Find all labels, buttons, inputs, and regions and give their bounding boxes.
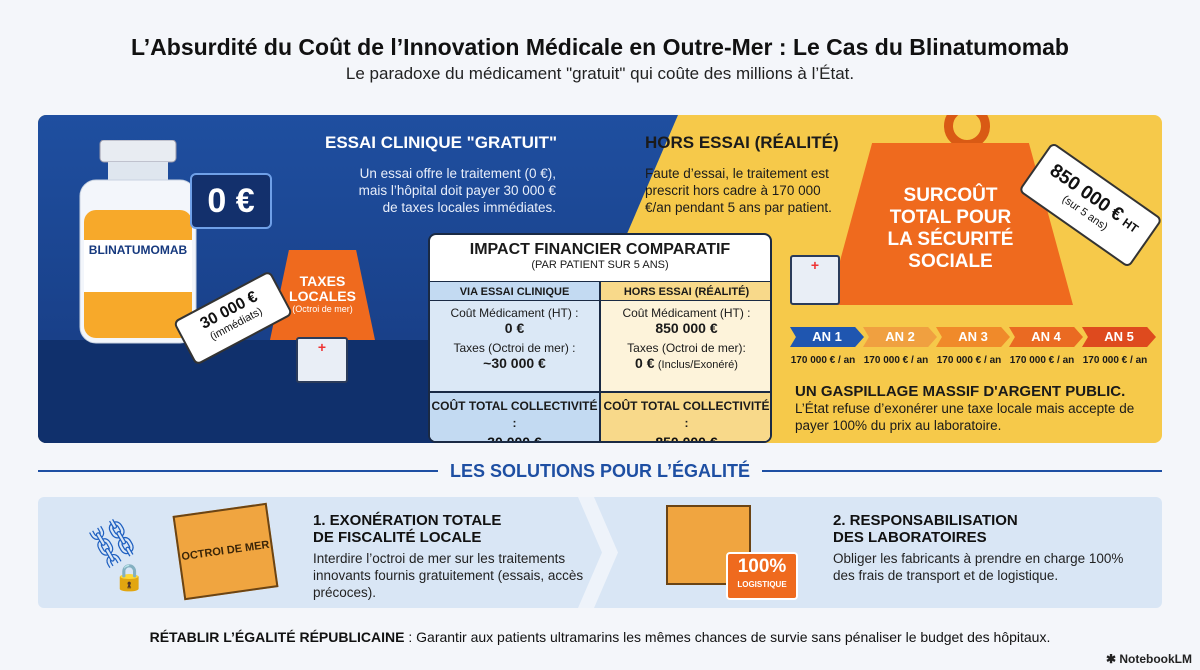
waste-text: L’État refuse d’exonérer une taxe locale…	[795, 401, 1135, 433]
trial-text-line: mais l’hôpital doit payer 30 000 €	[358, 183, 556, 198]
trial-text-line: Un essai offre le traitement (0 €),	[359, 166, 556, 181]
cell-value: ~30 000 €	[483, 355, 546, 371]
total-value: 30 000 €	[487, 434, 542, 443]
solutions-title: LES SOLUTIONS POUR L’ÉGALITÉ	[449, 461, 751, 481]
trial-heading: ESSAI CLINIQUE "GRATUIT"	[325, 133, 558, 152]
year-arrow: AN 5	[1082, 327, 1156, 347]
total-cell: COÛT TOTAL COLLECTIVITÉ : 30 000 €	[430, 391, 599, 441]
year-cost: 170 000 € / an	[863, 355, 929, 366]
reality-text-line: prescrit hors cadre à 170 000	[645, 183, 821, 198]
cell-label: Taxes (Octroi de mer) :	[453, 341, 576, 355]
trial-text-line: de taxes locales immédiates.	[382, 200, 556, 215]
solution-text: Interdire l’octroi de mer sur les traite…	[313, 551, 584, 600]
table-subtitle: (PAR PATIENT SUR 5 ANS)	[531, 259, 669, 271]
year-cost: 170 000 € / an	[790, 355, 856, 366]
solution-title: 1. EXONÉRATION TOTALE	[313, 512, 502, 529]
table-header: IMPACT FINANCIER COMPARATIF (PAR PATIENT…	[430, 235, 770, 281]
cell-label: Coût Médicament (HT) :	[622, 306, 751, 320]
solution-title: 2. RESPONSABILISATION	[833, 512, 1018, 529]
cell-note: (Inclus/Exonéré)	[657, 359, 738, 371]
divider-left	[38, 470, 438, 472]
year-arrow: AN 1	[790, 327, 864, 347]
medicine-bottle-icon	[79, 140, 197, 344]
year-arrow: AN 2	[863, 327, 937, 347]
weight-text-line: SURCOÛT	[903, 185, 998, 206]
padlock-icon: 🔒	[113, 562, 146, 592]
total-cell: COÛT TOTAL COLLECTIVITÉ : 850 000 €	[601, 391, 770, 443]
brand-logo: ✱ NotebookLM	[1105, 652, 1192, 666]
page-title: L’Absurdité du Coût de l’Innovation Médi…	[131, 34, 1069, 60]
column-header: VIA ESSAI CLINIQUE	[430, 281, 599, 301]
weight-text-line: TOTAL POUR	[889, 207, 1012, 228]
footer-bold: RÉTABLIR L’ÉGALITÉ RÉPUBLICAINE	[149, 629, 405, 645]
cell-value: 850 000 €	[655, 320, 718, 336]
trial-text: Un essai offre le traitement (0 €), mais…	[308, 165, 556, 216]
year-cost: 170 000 € / an	[1009, 355, 1075, 366]
brand-name: NotebookLM	[1119, 652, 1192, 666]
reality-tag-unit: HT	[1119, 215, 1141, 236]
weight-text-line: SOCIALE	[908, 251, 993, 272]
bottle-label: BLINATUMOMAB	[88, 243, 188, 257]
year-cost: 170 000 € / an	[936, 355, 1002, 366]
drug-cost-cell: Coût Médicament (HT) :850 000 €	[601, 301, 770, 336]
reality-text-line: Faute d’essai, le traitement est	[645, 166, 829, 181]
tax-cell: Taxes (Octroi de mer): 0 € (Inclus/Exonér…	[601, 336, 770, 371]
solution-title: DE FISCALITÉ LOCALE	[313, 529, 482, 546]
box-icon: OCTROI DE MER	[172, 502, 279, 601]
tax-weight-title: TAXES LOCALES	[289, 273, 356, 304]
table-title: IMPACT FINANCIER COMPARATIF	[469, 241, 731, 258]
comparison-panel: BLINATUMOMAB 0 € ESSAI CLINIQUE "GRATUIT…	[38, 115, 1162, 443]
logistics-badge: 100% LOGISTIQUE	[726, 552, 798, 600]
year-arrow: AN 4	[1009, 327, 1083, 347]
comparison-table: IMPACT FINANCIER COMPARATIF (PAR PATIENT…	[428, 233, 772, 443]
box-label: OCTROI DE MER	[180, 538, 271, 564]
cell-value: 0 €	[635, 355, 655, 371]
column-header: HORS ESSAI (RÉALITÉ)	[601, 281, 770, 301]
trial-price: 0 €	[190, 173, 272, 229]
drug-cost-cell: Coût Médicament (HT) :0 €	[430, 301, 599, 336]
total-label: COÛT TOTAL COLLECTIVITÉ :	[431, 399, 598, 430]
solution-item-1: 1. EXONÉRATION TOTALE DE FISCALITÉ LOCAL…	[313, 512, 603, 601]
cell-value: 0 €	[504, 320, 525, 336]
solution-item-2: 2. RESPONSABILISATION DES LABORATOIRES O…	[833, 512, 1133, 584]
solution-text: Obliger les fabricants à prendre en char…	[833, 551, 1124, 583]
total-value: 850 000 €	[655, 434, 718, 443]
badge-percent: 100%	[737, 556, 787, 577]
waste-statement: UN GASPILLAGE MASSIF D'ARGENT PUBLIC. L’…	[795, 383, 1135, 434]
reality-text: Faute d’essai, le traitement est prescri…	[645, 165, 875, 216]
page-subtitle: Le paradoxe du médicament "gratuit" qui …	[345, 64, 855, 83]
year-cost: 170 000 € / an	[1082, 355, 1148, 366]
solution-title: DES LABORATOIRES	[833, 529, 987, 546]
year-arrow: AN 3	[936, 327, 1010, 347]
hospital-icon: +	[296, 337, 348, 383]
reality-heading: HORS ESSAI (RÉALITÉ)	[645, 133, 839, 152]
hospital-icon: +	[790, 255, 840, 305]
tax-weight-icon: TAXES LOCALES (Octroi de mer)	[270, 250, 375, 340]
total-label: COÛT TOTAL COLLECTIVITÉ :	[603, 399, 770, 430]
tax-cell: Taxes (Octroi de mer) : ~30 000 €	[430, 336, 599, 371]
divider-right	[762, 470, 1162, 472]
footer-text: : Garantir aux patients ultramarins les …	[404, 629, 1051, 645]
footer-statement: RÉTABLIR L’ÉGALITÉ RÉPUBLICAINE : Garant…	[0, 629, 1200, 645]
cell-label: Coût Médicament (HT) :	[450, 306, 579, 320]
tax-weight-sub: (Octroi de mer)	[292, 304, 353, 314]
cell-label: Taxes (Octroi de mer):	[627, 341, 746, 355]
solutions-panel: ⛓ 🔒 OCTROI DE MER 1. EXONÉRATION TOTALE …	[38, 497, 1162, 608]
table-column-trial: VIA ESSAI CLINIQUE Coût Médicament (HT) …	[430, 281, 601, 441]
surcharge-weight-icon: SURCOÛT TOTAL POUR LA SÉCURITÉ SOCIALE	[828, 143, 1073, 305]
badge-label: LOGISTIQUE	[737, 580, 787, 589]
weight-text-line: LA SÉCURITÉ	[887, 229, 1014, 250]
waste-bold: UN GASPILLAGE MASSIF D'ARGENT PUBLIC.	[795, 383, 1126, 400]
reality-text-line: €/an pendant 5 ans par patient.	[645, 200, 832, 215]
table-column-reality: HORS ESSAI (RÉALITÉ) Coût Médicament (HT…	[601, 281, 770, 443]
